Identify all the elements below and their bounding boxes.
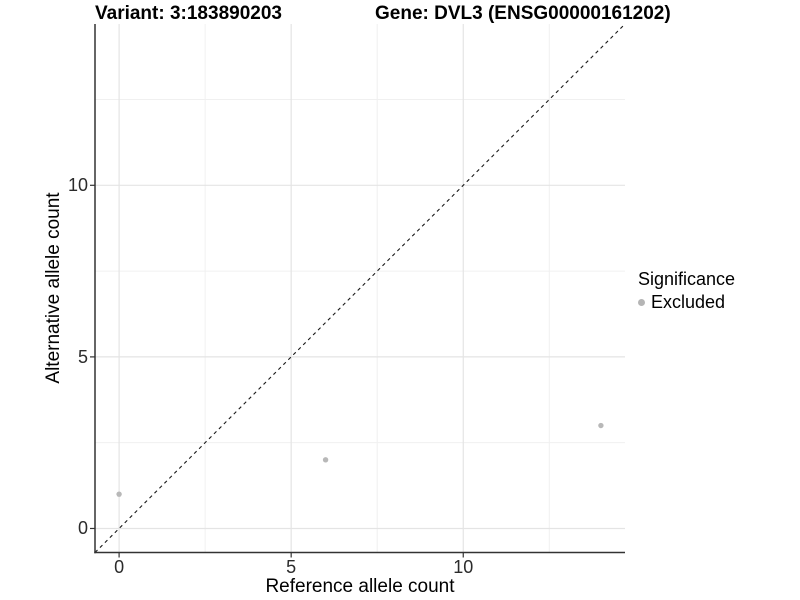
legend: Significance Excluded xyxy=(638,268,735,312)
identity-dashed-line xyxy=(94,23,626,553)
data-point xyxy=(322,457,329,463)
legend-item-excluded: Excluded xyxy=(638,292,735,312)
legend-title: Significance xyxy=(638,269,736,289)
data-point xyxy=(116,491,122,497)
x-tick-label: 5 xyxy=(286,557,297,577)
plot-title-variant: Variant: 3:183890203 xyxy=(95,3,282,24)
legend-item-label: Excluded xyxy=(651,292,726,312)
y-tick-label: 10 xyxy=(67,175,88,196)
x-tick-label: 0 xyxy=(114,557,125,577)
plot-title-gene: Gene: DVL3 (ENSG00000161202) xyxy=(375,3,671,24)
x-axis-title: Reference allele count xyxy=(265,576,455,597)
data-point xyxy=(598,422,604,429)
legend-key-dot-icon xyxy=(638,298,645,306)
y-tick-label: 5 xyxy=(77,346,88,367)
x-tick-label: 10 xyxy=(453,557,474,577)
y-tick-label: 0 xyxy=(77,518,88,539)
